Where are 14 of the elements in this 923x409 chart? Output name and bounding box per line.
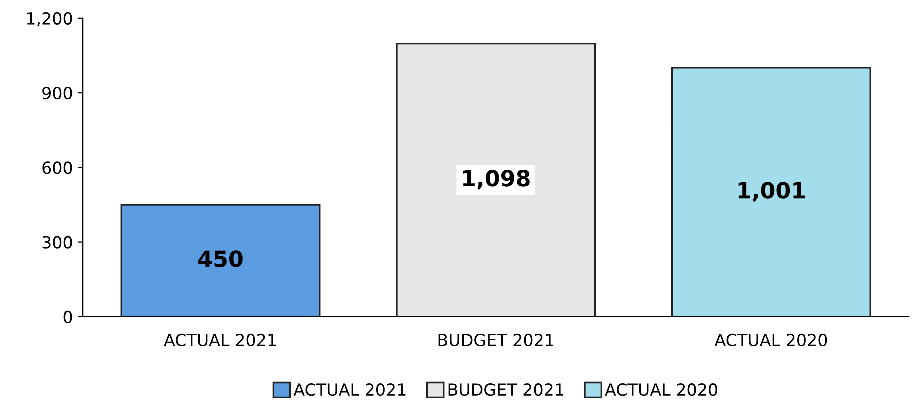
x-tick-label: ACTUAL 2021 xyxy=(164,334,276,347)
y-tick-label: 300 xyxy=(42,236,72,249)
y-tick-label: 900 xyxy=(42,87,72,100)
y-tick-label: 600 xyxy=(42,162,72,174)
y-tick-label: 1,200 xyxy=(27,12,72,27)
data-label: 1,001 xyxy=(738,182,806,202)
data-label: 1,098 xyxy=(463,170,530,190)
y-tick-label: 0 xyxy=(64,310,72,324)
legend-label: BUDGET 2021 xyxy=(448,384,564,396)
legend-label: ACTUAL 2020 xyxy=(605,384,718,396)
x-tick-label: ACTUAL 2020 xyxy=(714,334,828,347)
legend-label: ACTUAL 2021 xyxy=(294,384,406,396)
x-tick-label: BUDGET 2021 xyxy=(438,334,554,347)
data-label: 450 xyxy=(198,250,243,268)
